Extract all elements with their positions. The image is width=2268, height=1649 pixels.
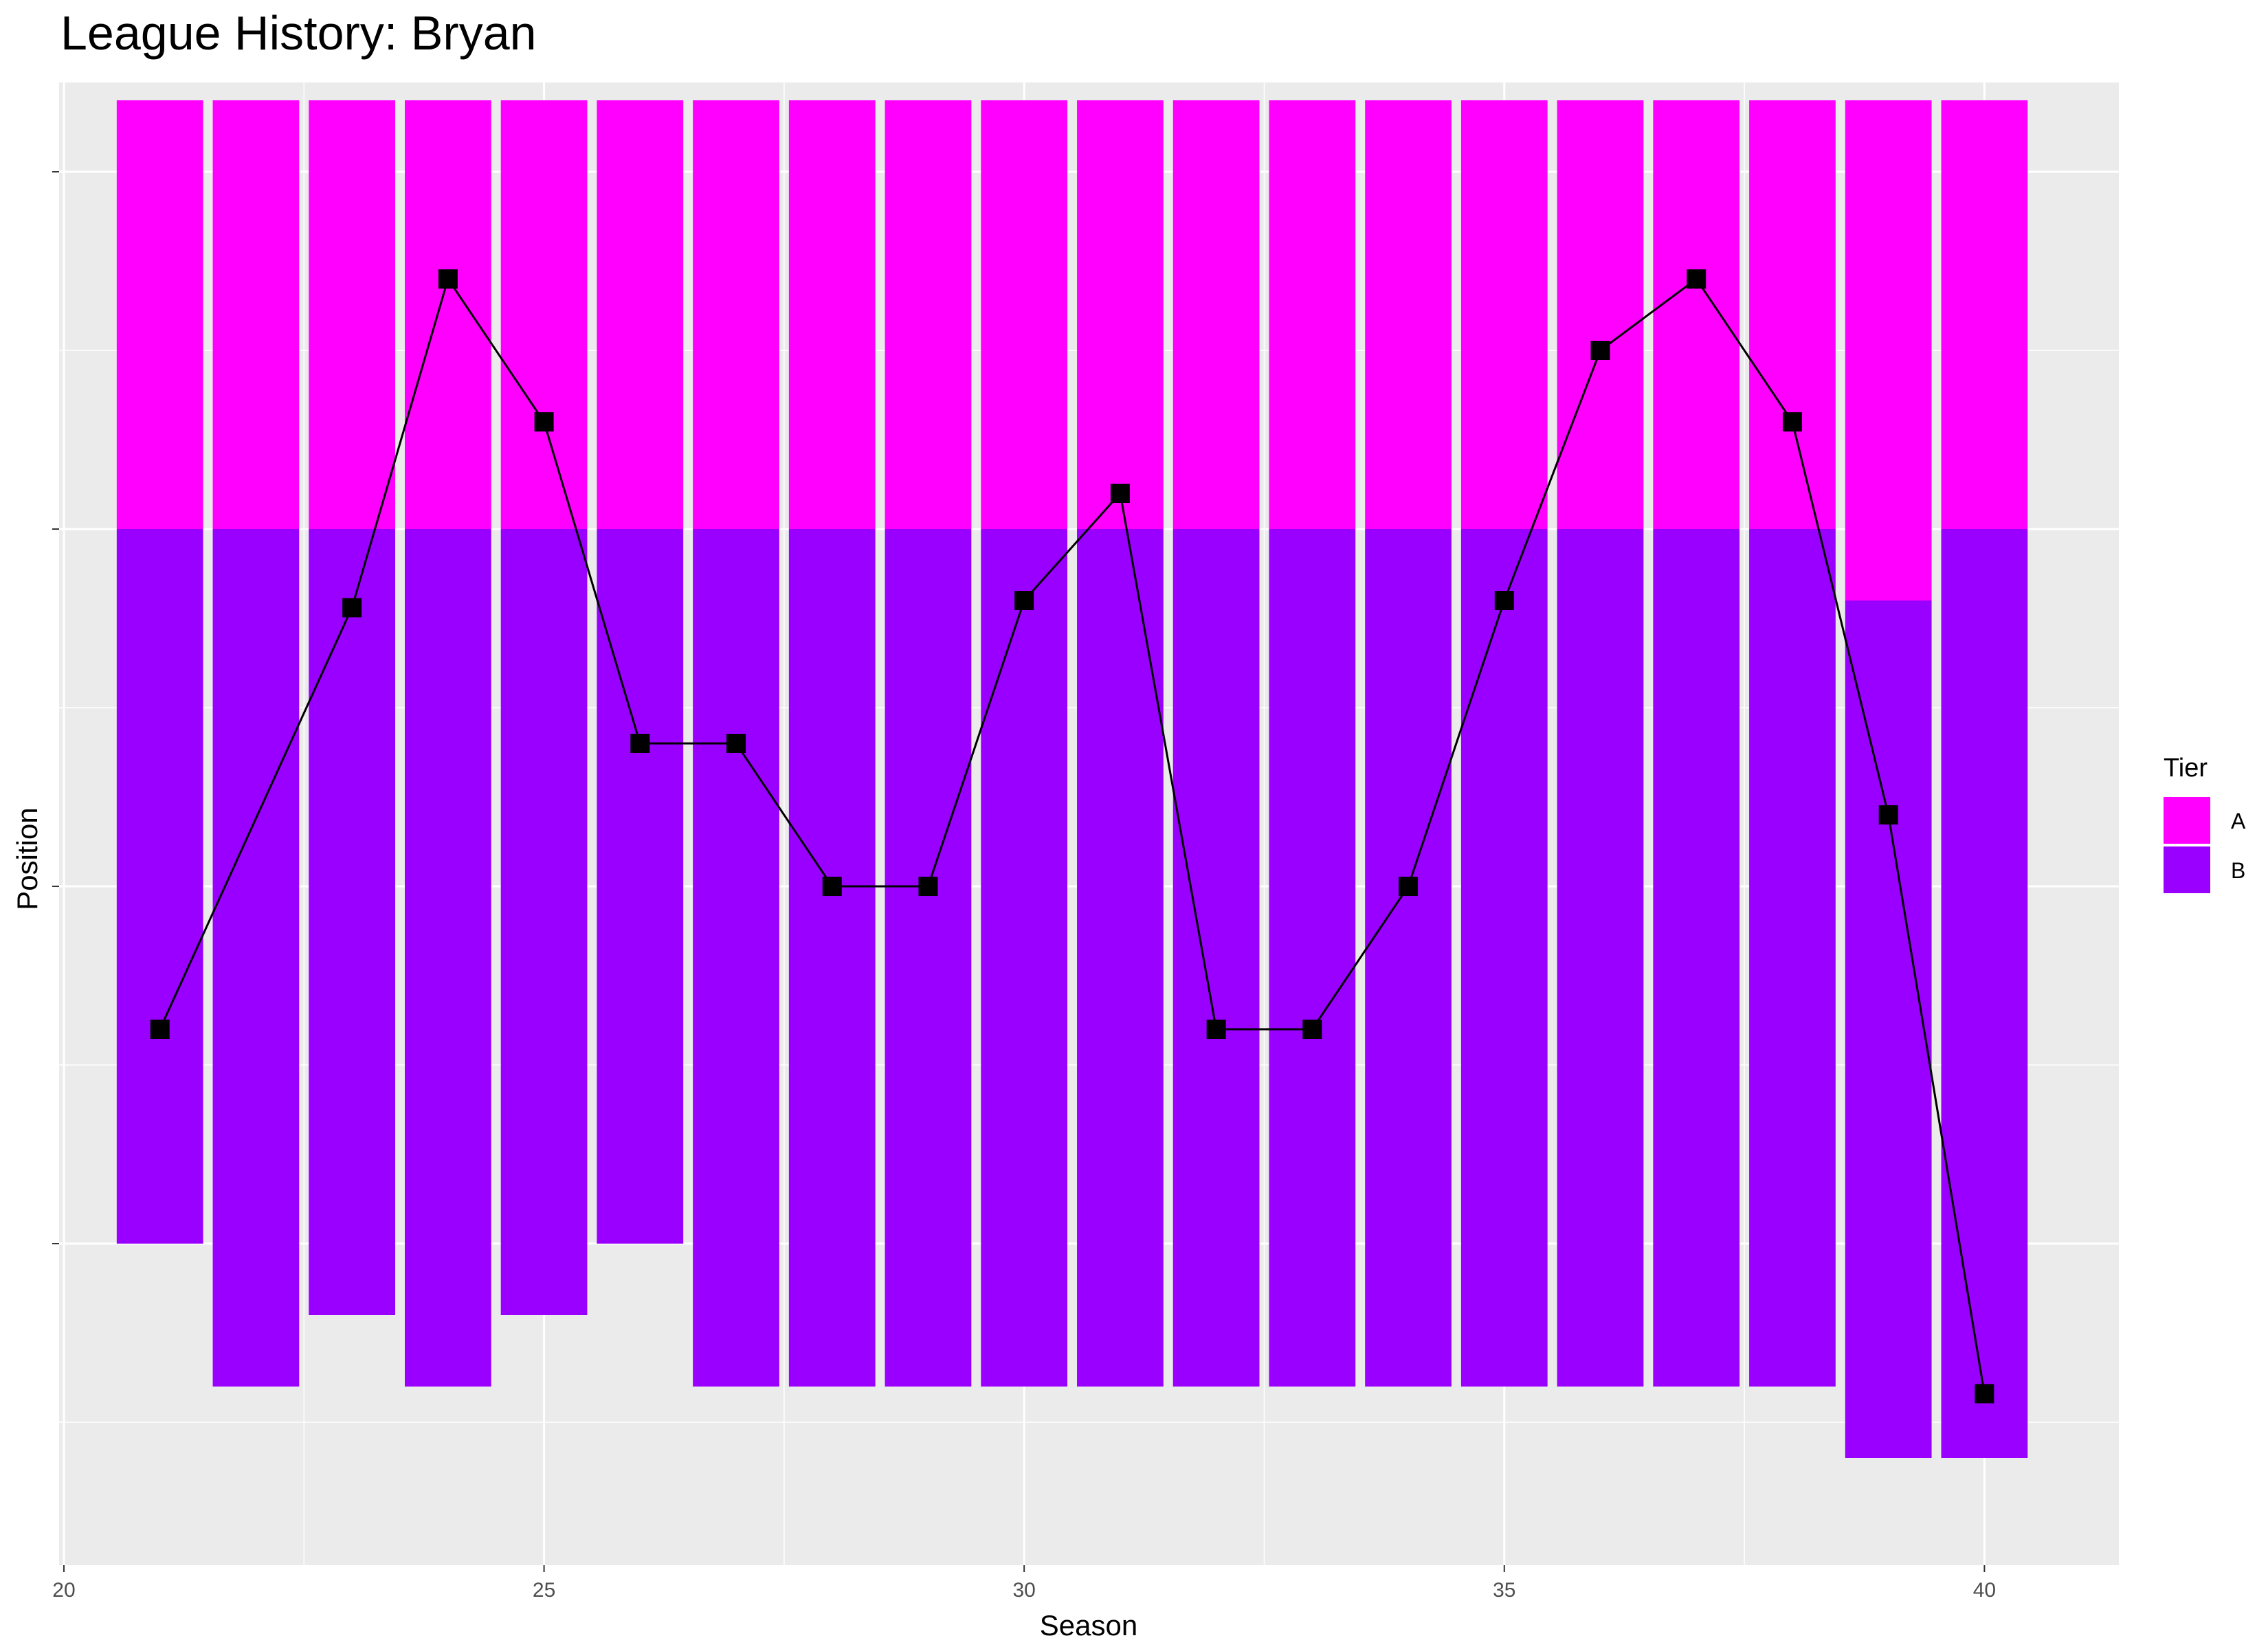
bar-tier-a-season-22 xyxy=(212,100,300,529)
position-marker-season-36 xyxy=(1590,341,1610,360)
legend-title: Tier xyxy=(2164,754,2208,783)
bar-tier-b-season-35 xyxy=(1460,529,1548,1387)
bar-tier-b-season-32 xyxy=(1172,529,1260,1387)
bar-tier-a-season-32 xyxy=(1172,100,1260,529)
position-marker-season-32 xyxy=(1206,1020,1226,1039)
bar-tier-a-season-31 xyxy=(1077,100,1164,529)
bar-tier-a-season-21 xyxy=(116,100,203,529)
bar-tier-b-season-38 xyxy=(1749,529,1836,1387)
y-axis-title: Position xyxy=(11,807,43,910)
bar-tier-b-season-29 xyxy=(885,529,972,1387)
bar-tier-b-season-40 xyxy=(1941,529,2028,1458)
x-tick-label: 20 xyxy=(52,1579,75,1602)
bar-tier-a-season-33 xyxy=(1269,100,1356,529)
x-axis-title: Season xyxy=(1040,1609,1137,1641)
bar-tier-a-season-26 xyxy=(597,100,684,529)
bar-tier-a-season-37 xyxy=(1653,100,1740,529)
bar-tier-a-season-28 xyxy=(788,100,876,529)
bar-tier-b-season-31 xyxy=(1077,529,1164,1387)
position-marker-season-27 xyxy=(726,734,746,753)
bar-tier-b-season-34 xyxy=(1365,529,1452,1387)
bar-tier-a-season-25 xyxy=(500,100,588,529)
bar-tier-a-season-27 xyxy=(693,100,779,529)
position-marker-season-37 xyxy=(1687,269,1706,289)
legend-key-a xyxy=(2164,797,2210,844)
x-tick-label: 25 xyxy=(533,1579,555,1602)
bar-tier-a-season-38 xyxy=(1749,100,1836,529)
position-marker-season-21 xyxy=(150,1020,170,1039)
y-axis xyxy=(52,171,59,1244)
bar-tier-a-season-36 xyxy=(1557,100,1644,529)
position-marker-season-23 xyxy=(342,598,362,618)
x-axis: 20 25 30 35 40 xyxy=(52,1565,1996,1602)
position-marker-season-35 xyxy=(1494,591,1514,610)
legend-label-b: B xyxy=(2231,858,2245,883)
bar-tier-b-season-25 xyxy=(500,529,588,1315)
position-marker-season-28 xyxy=(822,877,842,896)
bar-tier-b-season-33 xyxy=(1269,529,1356,1387)
bar-tier-b-season-37 xyxy=(1653,529,1740,1387)
legend-label-a: A xyxy=(2231,809,2246,833)
bar-tier-b-season-21 xyxy=(116,529,203,1244)
position-marker-season-24 xyxy=(438,269,458,289)
position-marker-season-34 xyxy=(1399,877,1419,896)
bar-tier-a-season-35 xyxy=(1460,100,1548,529)
bar-tier-b-season-27 xyxy=(693,529,779,1387)
bar-tier-a-season-29 xyxy=(885,100,972,529)
bar-tier-a-season-34 xyxy=(1365,100,1452,529)
legend: Tier A B xyxy=(2164,754,2246,893)
x-tick-label: 35 xyxy=(1493,1579,1515,1602)
position-marker-season-33 xyxy=(1302,1020,1322,1039)
bar-tier-b-season-23 xyxy=(309,529,396,1315)
bar-tier-b-season-24 xyxy=(404,529,491,1387)
bar-tier-a-season-24 xyxy=(404,100,491,529)
bar-tier-b-season-28 xyxy=(788,529,876,1387)
position-marker-season-26 xyxy=(630,734,650,753)
bar-tier-a-season-30 xyxy=(981,100,1068,529)
legend-key-b xyxy=(2164,846,2210,893)
bar-tier-b-season-26 xyxy=(597,529,684,1244)
bar-tier-b-season-36 xyxy=(1557,529,1644,1387)
bar-tier-b-season-30 xyxy=(981,529,1068,1387)
position-marker-season-39 xyxy=(1878,805,1898,824)
bar-tier-a-season-23 xyxy=(309,100,396,529)
bar-tier-b-season-22 xyxy=(212,529,300,1387)
chart-title: League History: Bryan xyxy=(60,6,537,60)
position-line xyxy=(150,269,1994,1404)
bars xyxy=(116,100,2028,1458)
bar-tier-a-season-39 xyxy=(1845,100,1932,601)
bar-tier-b-season-39 xyxy=(1845,601,1932,1458)
position-marker-season-40 xyxy=(1975,1384,1994,1404)
x-tick-label: 30 xyxy=(1013,1579,1036,1602)
bar-tier-a-season-40 xyxy=(1941,100,2028,529)
position-marker-season-30 xyxy=(1014,591,1034,610)
position-marker-season-31 xyxy=(1110,484,1130,503)
position-marker-season-29 xyxy=(918,877,938,896)
position-marker-season-25 xyxy=(534,412,554,431)
position-marker-season-38 xyxy=(1782,412,1802,431)
x-tick-label: 40 xyxy=(1973,1579,1996,1602)
